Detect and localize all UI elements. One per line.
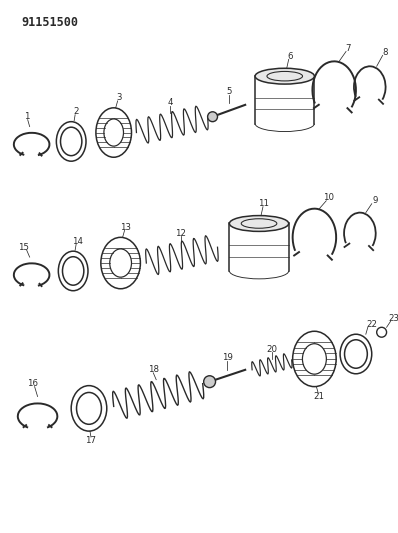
Circle shape (204, 376, 216, 387)
Text: 22: 22 (366, 320, 377, 329)
Text: 21: 21 (314, 392, 325, 401)
Text: 12: 12 (176, 229, 186, 238)
Text: 19: 19 (222, 353, 233, 362)
Text: 3: 3 (116, 93, 121, 102)
Text: 91151500: 91151500 (22, 16, 79, 29)
Text: 20: 20 (266, 344, 277, 353)
Text: 17: 17 (86, 435, 96, 445)
Text: 14: 14 (72, 237, 83, 246)
Text: 11: 11 (258, 199, 269, 208)
Text: 15: 15 (18, 243, 29, 252)
Text: 9: 9 (372, 196, 377, 205)
Text: 10: 10 (323, 193, 334, 203)
Text: 4: 4 (167, 99, 173, 107)
Ellipse shape (229, 215, 289, 231)
Circle shape (208, 112, 218, 122)
Text: 13: 13 (120, 223, 131, 232)
Text: 8: 8 (383, 48, 388, 57)
Text: 7: 7 (345, 44, 351, 53)
Text: 16: 16 (27, 379, 38, 388)
Text: 1: 1 (24, 112, 29, 121)
Text: 2: 2 (73, 107, 79, 116)
Text: 23: 23 (388, 314, 398, 323)
Ellipse shape (255, 68, 314, 84)
Text: 6: 6 (287, 52, 293, 61)
Text: 18: 18 (148, 365, 159, 374)
Text: 5: 5 (226, 87, 232, 96)
